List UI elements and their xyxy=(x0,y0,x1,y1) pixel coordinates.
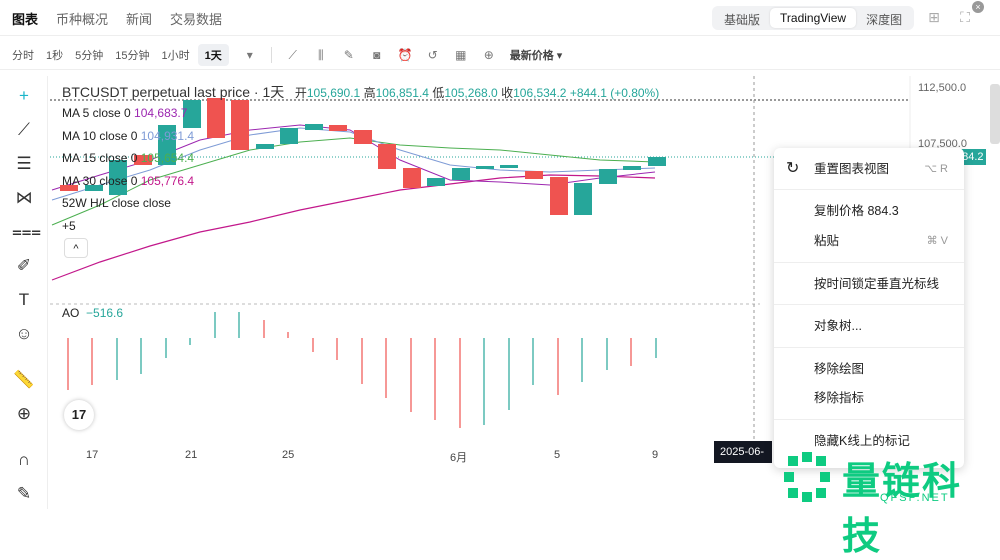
menu-reset-view[interactable]: 重置图表视图 ⌥ R xyxy=(814,162,948,176)
ma5-legend[interactable]: MA 5 close 0 104,683.7 xyxy=(62,106,188,120)
menu-lock-vertical-cursor[interactable]: 按时间锁定垂直光标线 xyxy=(814,277,940,291)
fullscreen-icon[interactable]: ⛶ xyxy=(960,9,970,25)
ruler-icon[interactable]: 📏 xyxy=(13,370,35,389)
menu-paste[interactable]: 粘贴 ⌘ V xyxy=(814,234,948,248)
view-tradingview[interactable]: TradingView xyxy=(770,8,857,28)
text-icon[interactable]: T xyxy=(18,290,30,309)
ma10-legend[interactable]: MA 10 close 0 104,931.4 xyxy=(62,129,195,143)
menu-object-tree[interactable]: 对象树... xyxy=(814,319,862,333)
interval-1d[interactable]: 1天 xyxy=(197,43,229,66)
tradingview-logo[interactable]: 17 xyxy=(64,400,94,430)
reset-icon: ↻ xyxy=(786,160,800,177)
tab-coin-overview[interactable]: 币种概况 xyxy=(56,12,109,27)
scrollbar[interactable] xyxy=(990,84,1000,144)
time-label: 25 xyxy=(282,449,295,461)
interval-1s[interactable]: 1秒 xyxy=(46,49,64,62)
time-label: 9 xyxy=(652,449,659,461)
measure-lines-icon[interactable]: ⩶ xyxy=(12,222,42,241)
menu-remove-drawings[interactable]: 移除绘图 xyxy=(814,362,865,376)
watermark-sub: QFSP.NET xyxy=(880,492,950,504)
interval-5m[interactable]: 5分钟 xyxy=(75,49,104,62)
trendline-icon[interactable]: ⟋ xyxy=(18,120,30,139)
watermark-logo-icon xyxy=(784,452,830,502)
ma15-line xyxy=(51,137,656,226)
symbol-legend: BTCUSDT perpetual last price · 1天 开105,6… xyxy=(62,84,660,100)
tab-news[interactable]: 新闻 xyxy=(126,12,153,27)
drawing-toolbar: + ⟋ ☰ ⋈ ⩶ ✐ T ☺ 📏 ⊕ ∩ ✎ xyxy=(0,76,48,509)
tab-trade-data[interactable]: 交易数据 xyxy=(170,12,223,27)
brush-icon[interactable]: ✐ xyxy=(16,256,32,275)
collapse-legend-button[interactable]: ^ xyxy=(64,238,88,258)
divider xyxy=(270,46,272,63)
time-label: 17 xyxy=(86,449,99,461)
chart-canvas[interactable] xyxy=(0,0,1000,509)
lock-draw-icon[interactable]: ✎ xyxy=(16,484,32,503)
close-icon[interactable]: × xyxy=(972,1,984,13)
pattern-icon[interactable]: ⋈ xyxy=(15,188,33,207)
alarm-icon[interactable]: ⏰ xyxy=(397,47,413,62)
view-basic[interactable]: 基础版 xyxy=(724,13,761,27)
watermark-title: 量链科技 xyxy=(842,461,963,558)
magnet-icon[interactable]: ∩ xyxy=(17,450,31,469)
candlesticks xyxy=(60,98,666,215)
interval-tick[interactable]: 分时 xyxy=(12,49,34,62)
chart-type-icon[interactable]: ⫼ xyxy=(317,47,324,62)
price-axis-label: 112,500.0 xyxy=(918,82,967,94)
chart-toolbar: 分时 1秒 5分钟 15分钟 1小时 1天 ▾ ⟋ ⫼ ✎ ◙ ⏰ ↺ ▦ ⊕ … xyxy=(0,40,1000,70)
calendar-icon[interactable]: ▦ xyxy=(455,47,467,62)
time-label: 6月 xyxy=(450,452,468,464)
view-depth[interactable]: 深度图 xyxy=(866,13,903,27)
zoom-in-icon[interactable]: ⊕ xyxy=(16,404,32,423)
ao-histogram xyxy=(67,312,657,428)
emoji-icon[interactable]: ☺ xyxy=(15,324,33,343)
time-label: 21 xyxy=(185,449,198,461)
top-bar: 图表 币种概况 新闻 交易数据 基础版 TradingView 深度图 ⊞ ⛶ … xyxy=(0,0,1000,36)
ma15-legend[interactable]: MA 15 close 0 105,654.4 xyxy=(62,151,195,165)
interval-15m[interactable]: 15分钟 xyxy=(115,49,150,62)
menu-hide-marks[interactable]: 隐藏K线上的标记 xyxy=(814,434,910,448)
time-label: 5 xyxy=(554,449,561,461)
ma30-legend[interactable]: MA 30 close 0 105,776.4 xyxy=(62,174,195,188)
tab-chart[interactable]: 图表 xyxy=(12,12,39,27)
ma30-line xyxy=(51,174,656,281)
replay-icon[interactable]: ↺ xyxy=(427,47,438,62)
pencil-icon[interactable]: ✎ xyxy=(343,47,354,62)
price-axis-label: 107,500.0 xyxy=(918,138,967,150)
view-mode-switch: 基础版 TradingView 深度图 xyxy=(712,6,915,30)
symbol-title[interactable]: BTCUSDT perpetual last price · 1天 xyxy=(62,84,285,100)
crosshair-date-label: 2025-06- xyxy=(714,441,772,463)
more-indicators[interactable]: +5 xyxy=(62,219,76,233)
top-tabs: 图表 币种概况 新闻 交易数据 xyxy=(12,9,222,28)
indicator-icon[interactable]: ⟋ xyxy=(288,47,297,62)
context-menu: ↻ 重置图表视图 ⌥ R 复制价格 884.3 粘贴 ⌘ V 按时间锁定垂直光标线 … xyxy=(774,148,964,468)
ao-legend[interactable]: AO −516.6 xyxy=(62,306,124,320)
grid-layout-icon[interactable]: ⊞ xyxy=(928,9,940,25)
plus-circle-icon[interactable]: ⊕ xyxy=(483,47,494,62)
ma10-line xyxy=(51,127,656,201)
watermark: 量链科技 QFSP.NET xyxy=(780,448,1000,558)
hl-legend[interactable]: 52W H/L close close xyxy=(62,196,171,210)
interval-dropdown-icon[interactable]: ▾ xyxy=(246,47,253,62)
crosshair-icon[interactable]: + xyxy=(19,86,29,105)
menu-remove-indicators[interactable]: 移除指标 xyxy=(814,391,865,405)
price-source-select[interactable]: 最新价格 ▾ xyxy=(509,49,563,62)
camera-icon[interactable]: ◙ xyxy=(373,47,381,62)
fib-icon[interactable]: ☰ xyxy=(16,154,32,173)
interval-1h[interactable]: 1小时 xyxy=(161,49,190,62)
menu-copy-price[interactable]: 复制价格 884.3 xyxy=(814,204,899,218)
